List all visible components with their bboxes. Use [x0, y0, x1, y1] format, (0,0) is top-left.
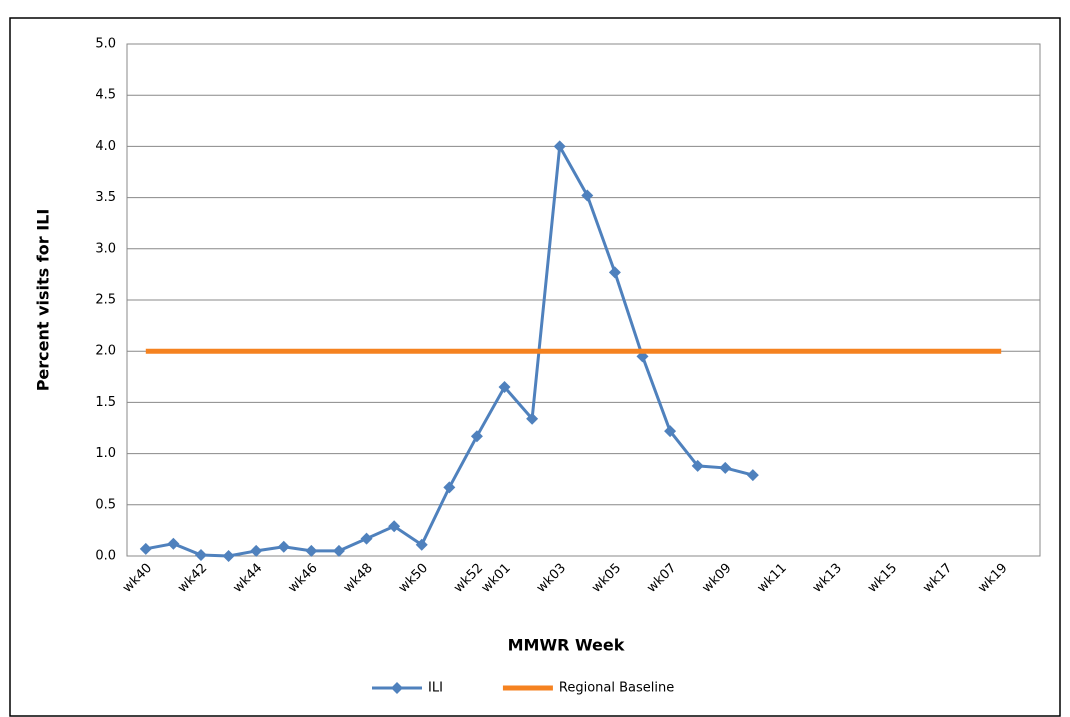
y-tick-label: 3.0 [95, 241, 116, 256]
data-point [581, 189, 594, 202]
y-tick-label: 4.5 [95, 88, 116, 103]
data-point [277, 540, 290, 553]
data-point [443, 481, 456, 494]
data-point [498, 381, 511, 394]
y-tick-label: 3.5 [95, 190, 116, 205]
data-point [691, 459, 704, 472]
y-tick-label: 0.5 [95, 497, 116, 512]
data-point [526, 412, 539, 425]
y-tick-label: 1.5 [95, 395, 116, 410]
data-point [194, 548, 207, 561]
legend-label: Regional Baseline [559, 681, 674, 696]
data-point [167, 537, 180, 550]
data-point [332, 544, 345, 557]
y-tick-label: 0.0 [95, 549, 116, 564]
legend-marker [391, 682, 403, 694]
data-point [470, 430, 483, 443]
y-axis-label: Percent visits for ILI [34, 209, 53, 392]
data-point [388, 520, 401, 533]
x-axis-label: MMWR Week [508, 636, 625, 655]
data-point [222, 550, 235, 562]
data-point [746, 469, 759, 482]
chart-frame [9, 17, 1061, 717]
data-point [250, 544, 263, 557]
y-tick-label: 2.0 [95, 344, 116, 359]
data-point [360, 532, 373, 545]
y-tick-label: 5.0 [95, 37, 116, 52]
data-point [553, 140, 566, 153]
y-tick-label: 2.5 [95, 293, 116, 308]
y-tick-label: 1.0 [95, 446, 116, 461]
data-point [719, 461, 732, 474]
data-point [305, 544, 318, 557]
y-tick-label: 4.0 [95, 139, 116, 154]
data-point [608, 266, 621, 279]
data-point [664, 425, 677, 438]
legend-label: ILI [428, 681, 443, 696]
data-point [139, 542, 152, 555]
data-point [415, 538, 428, 551]
